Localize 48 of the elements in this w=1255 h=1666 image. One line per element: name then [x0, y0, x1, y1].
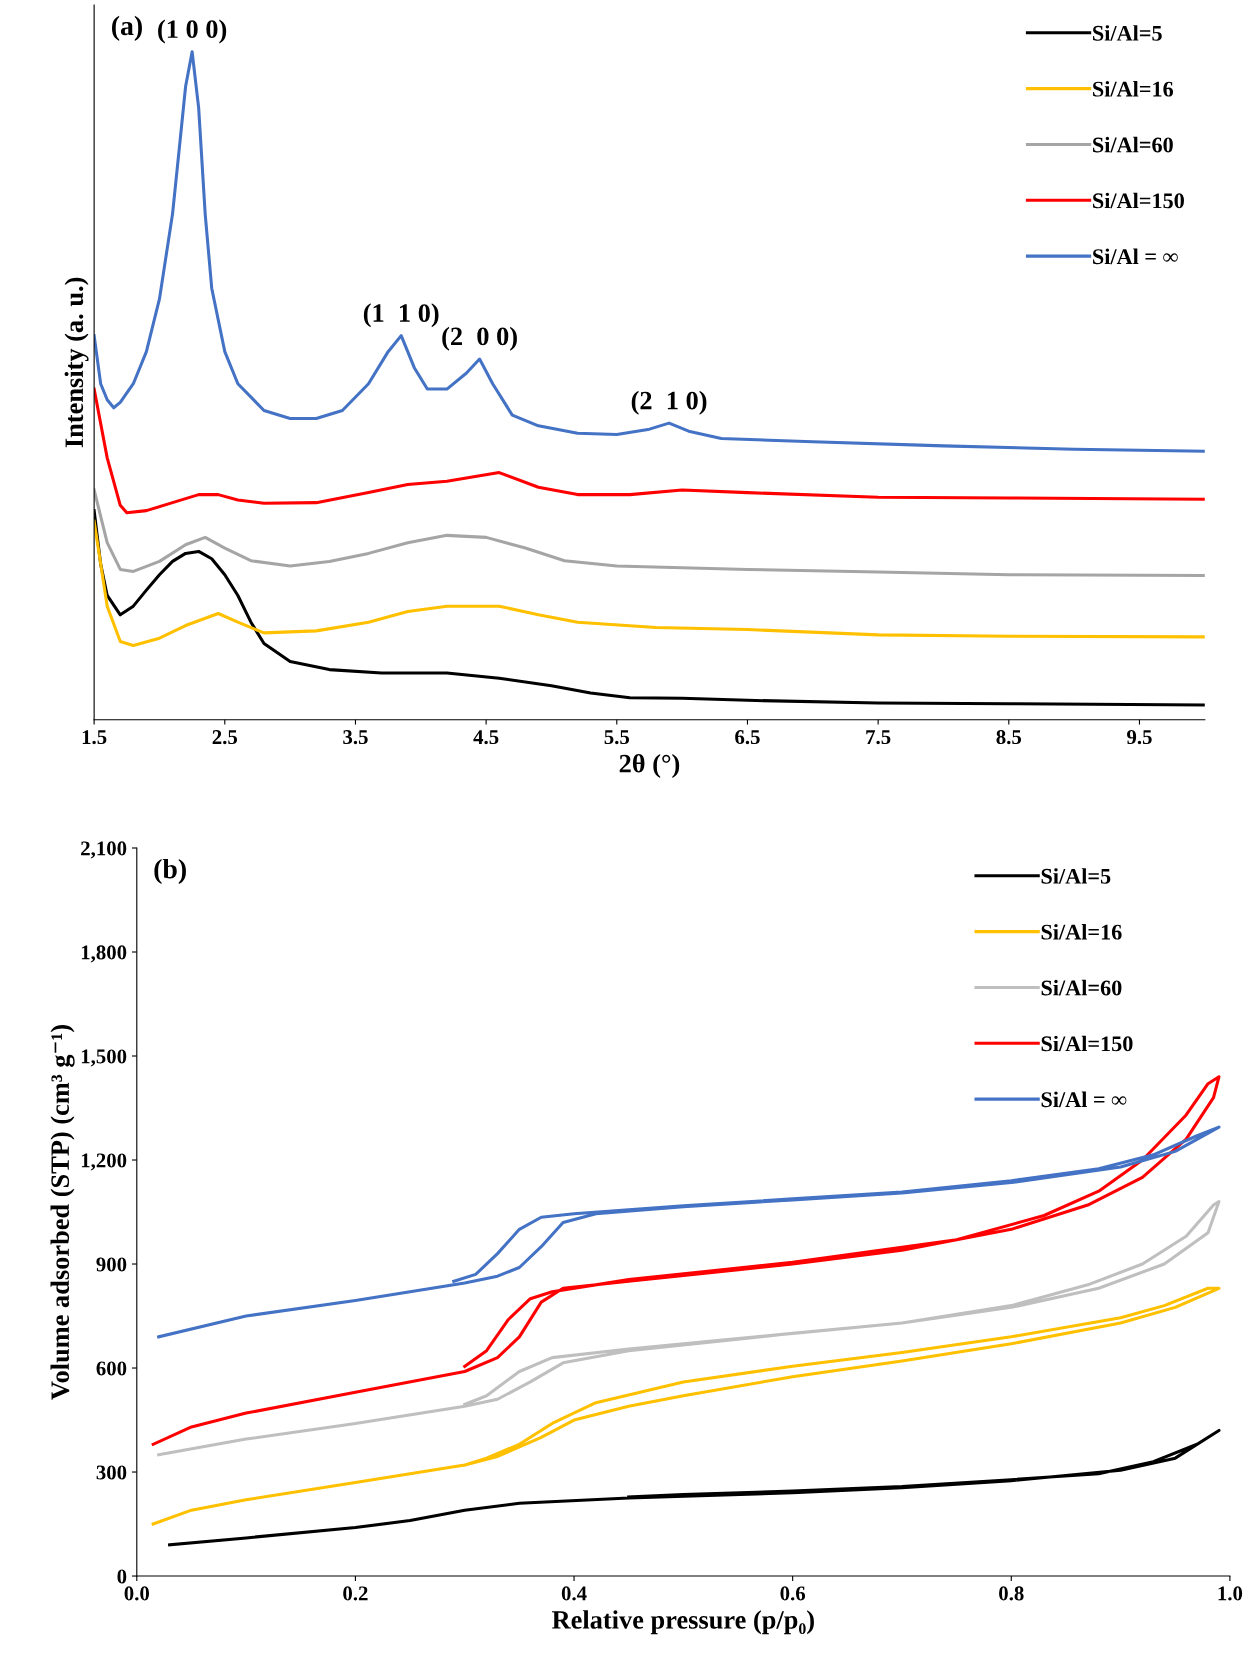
line-series	[168, 1428, 1221, 1547]
legend-label: Si/Al=16	[1093, 80, 1174, 97]
x-tick-label: 6.5	[735, 730, 760, 745]
x-tick-label: 0.0	[124, 1586, 150, 1601]
legend-label: Si/Al=60	[1093, 136, 1173, 153]
annotation: (2 1 0)	[631, 390, 707, 415]
y-tick-label: 300	[96, 1465, 127, 1480]
y-axis-title: Volume adsorbed (STP) (cm³ g⁻¹)	[50, 1025, 75, 1400]
x-tick-label: 5.5	[604, 730, 630, 745]
x-axis-title: 2θ (°)	[619, 753, 680, 778]
legend-label: Si/Al = ∞	[1041, 1091, 1127, 1108]
annotation: (1 0 0)	[158, 19, 227, 44]
x-tick-label: 1.0	[1218, 1586, 1243, 1601]
legend-label: Si/Al=150	[1041, 1035, 1133, 1052]
y-tick-label: 1,800	[81, 945, 127, 963]
y-tick-label: 1,200	[81, 1153, 127, 1171]
y-tick-label: 900	[96, 1257, 127, 1272]
x-tick-label: 3.5	[343, 730, 368, 745]
x-tick-label: 2.5	[212, 730, 238, 745]
x-tick-label: 0.6	[780, 1586, 806, 1601]
x-tick-label: 0.8	[999, 1586, 1024, 1601]
line-series	[151, 1075, 1221, 1446]
line-series	[157, 1125, 1221, 1339]
y-tick-label: 600	[96, 1361, 127, 1376]
y-axis-title: Intensity (a. u.)	[64, 277, 89, 448]
annotation: (2 0 0)	[442, 326, 517, 351]
line-series	[151, 1286, 1221, 1526]
x-tick-label: 7.5	[866, 730, 891, 745]
x-tick-label: 8.5	[996, 730, 1022, 745]
annotation: (b)	[154, 858, 186, 885]
y-tick-label: 0	[117, 1569, 127, 1584]
legend-label: Si/Al=5	[1093, 25, 1162, 41]
x-tick-label: 1.5	[82, 730, 107, 745]
legend-label: Si/Al=150	[1093, 192, 1184, 209]
y-tick-label: 1,500	[81, 1049, 127, 1067]
legend-label: Si/Al=16	[1041, 923, 1122, 940]
x-axis-title: Relative pressure (p/p₀)	[552, 1610, 814, 1635]
x-tick-label: 9.5	[1127, 730, 1152, 745]
x-tick-label: 0.2	[343, 1586, 368, 1601]
text: (a)	[112, 15, 142, 41]
legend-label: Si/Al=60	[1041, 979, 1122, 996]
y-tick-label: 2,100	[81, 841, 127, 859]
line-series	[157, 1200, 1221, 1457]
x-tick-label: 0.4	[561, 1586, 587, 1601]
legend-label: Si/Al=5	[1041, 868, 1111, 884]
annotation: (1 1 0)	[363, 303, 439, 328]
legend-label: Si/Al = ∞	[1093, 248, 1178, 265]
x-tick-label: 4.5	[473, 730, 499, 745]
